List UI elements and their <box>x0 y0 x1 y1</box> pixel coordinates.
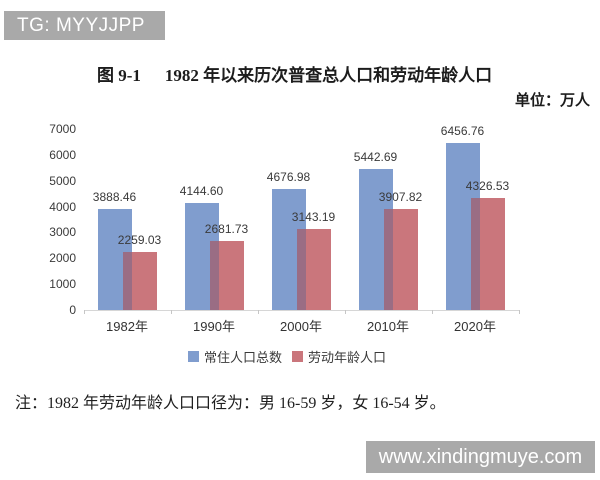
y-axis-label: 0 <box>69 303 76 317</box>
website-watermark-banner: www.xindingmuye.com <box>366 441 595 473</box>
category-label-2020年: 2020年 <box>454 319 496 334</box>
y-axis-label: 2000 <box>49 251 76 266</box>
value-label-working-age-2020年: 4326.53 <box>465 179 510 194</box>
legend-swatch-blue <box>187 351 199 362</box>
x-axis-tick <box>518 310 520 314</box>
y-axis-label: 4000 <box>49 199 76 214</box>
telegram-watermark-banner: TG: MYYJJPP <box>4 11 165 40</box>
x-axis-tick <box>170 310 172 314</box>
legend-swatch-red <box>292 351 303 362</box>
y-axis-label: 7000 <box>49 122 76 136</box>
legend-label: 劳动年龄人口 <box>308 350 387 365</box>
y-axis-label: 5000 <box>49 173 76 188</box>
unit-label: 单位：万人 <box>514 93 590 109</box>
legend-item-resident-population: 常住人口总数 <box>187 347 282 366</box>
bar-working-age-1990年 <box>209 240 244 310</box>
value-label-total-2000年: 4676.98 <box>266 170 311 185</box>
value-label-total-2020年: 6456.76 <box>440 124 485 139</box>
figure-title: 图 9-1 1982 年以来历次普查总人口和劳动年龄人口 <box>97 61 577 86</box>
legend-label: 常住人口总数 <box>203 350 282 365</box>
value-label-working-age-1990年: 2681.73 <box>204 221 249 236</box>
legend-item-working-age-population: 劳动年龄人口 <box>292 347 386 366</box>
x-axis-tick <box>83 310 85 314</box>
value-label-working-age-2000年: 3143.19 <box>291 209 336 224</box>
figure-note: 注：1982 年劳动年龄人口口径为：男 16-59 岁，女 16-54 岁。 <box>15 395 446 412</box>
figure-title-text: 1982 年以来历次普查总人口和劳动年龄人口 <box>164 66 493 85</box>
value-label-working-age-1982年: 2259.03 <box>117 232 162 247</box>
y-axis-label: 3000 <box>49 225 76 240</box>
figure-number: 图 9-1 <box>97 66 141 85</box>
x-axis-tick <box>257 310 259 314</box>
category-label-1982年: 1982年 <box>106 319 148 334</box>
category-label-2010年: 2010年 <box>367 319 409 334</box>
y-axis-label: 6000 <box>49 147 76 162</box>
y-axis-label: 1000 <box>49 277 76 292</box>
chart-legend: 常住人口总数 劳动年龄人口 <box>0 347 574 366</box>
value-label-working-age-2010年: 3907.82 <box>378 189 423 204</box>
x-axis-tick <box>344 310 346 314</box>
category-label-2000年: 2000年 <box>280 319 322 334</box>
bar-working-age-2020年 <box>470 198 505 310</box>
value-label-total-1982年: 3888.46 <box>92 190 137 205</box>
x-axis-baseline <box>83 310 519 311</box>
bar-working-age-2000年 <box>296 228 331 310</box>
value-label-total-1990年: 4144.60 <box>179 183 224 198</box>
bar-working-age-1982年 <box>122 251 157 310</box>
value-label-total-2010年: 5442.69 <box>353 150 398 165</box>
x-axis-tick <box>431 310 433 314</box>
category-label-1990年: 1990年 <box>193 319 235 334</box>
bar-working-age-2010年 <box>383 208 418 310</box>
